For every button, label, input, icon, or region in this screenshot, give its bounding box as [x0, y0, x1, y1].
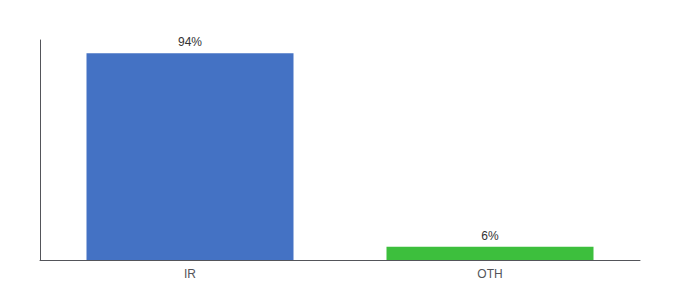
svg-text:94%: 94% — [178, 35, 202, 49]
svg-text:6%: 6% — [481, 229, 499, 243]
svg-text:OTH: OTH — [477, 267, 502, 281]
svg-text:IR: IR — [184, 267, 196, 281]
